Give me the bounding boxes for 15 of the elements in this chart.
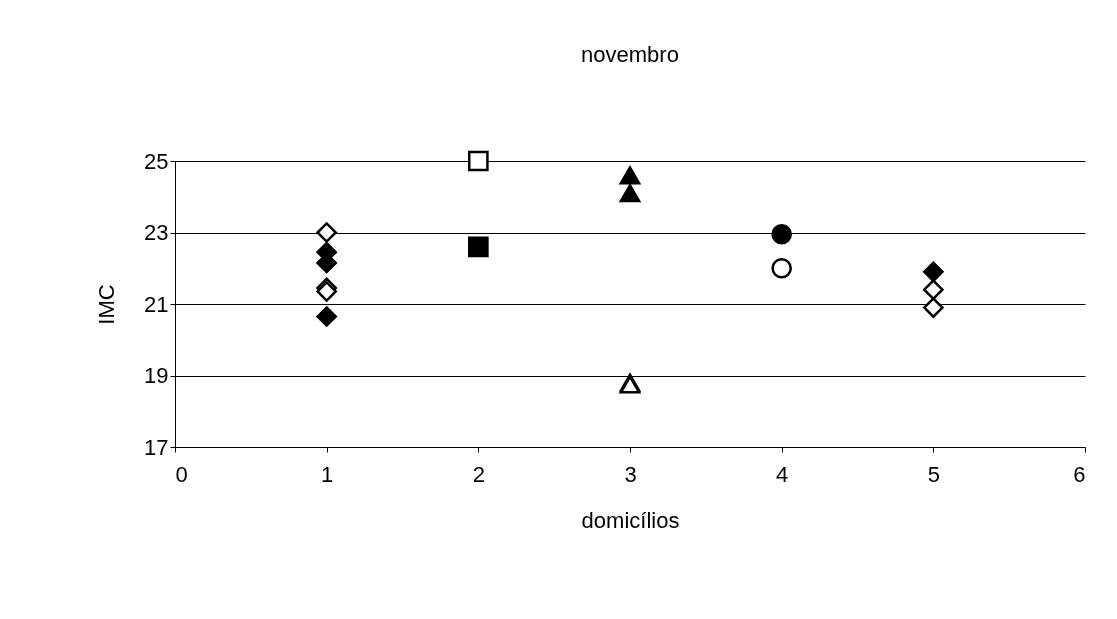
- x-tick-label: 4: [776, 461, 789, 487]
- x-tick-label: 2: [472, 461, 485, 487]
- x-tick-label: 0: [175, 461, 188, 487]
- chart-title: novembro: [581, 41, 679, 67]
- x-tick-label: 3: [624, 461, 637, 487]
- x-tick-label: 1: [321, 461, 334, 487]
- y-tick-label: 17: [144, 434, 169, 460]
- x-axis-title: domicílios: [581, 507, 680, 533]
- y-tick-label: 23: [144, 220, 169, 245]
- y-axis-title: IMC: [94, 284, 120, 325]
- y-tick-label: 21: [144, 291, 169, 317]
- x-tick-label: 6: [1073, 461, 1086, 487]
- y-tick-label: 25: [144, 148, 169, 174]
- y-tick-label: 19: [144, 363, 169, 388]
- x-tick-label: 5: [927, 461, 940, 487]
